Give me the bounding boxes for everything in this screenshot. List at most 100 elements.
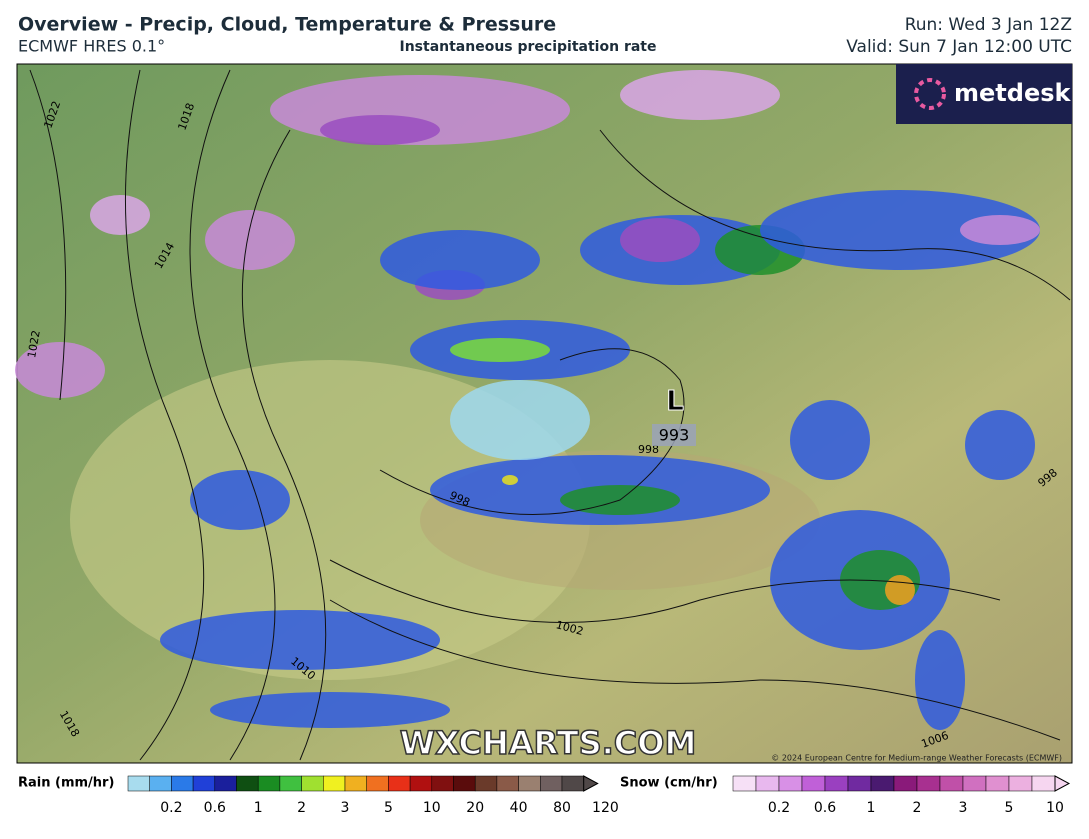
isobars — [29, 69, 1071, 761]
legend-swatch — [561, 775, 584, 792]
precip-area — [790, 400, 870, 480]
legend-label: 1 — [867, 800, 876, 816]
legend-swatch — [732, 775, 757, 792]
precip-area — [90, 195, 150, 235]
legend-swatch — [1008, 775, 1033, 792]
precip-area — [965, 410, 1035, 480]
precip-area — [885, 575, 915, 605]
legend-swatch — [474, 775, 498, 792]
legend-label: 5 — [384, 800, 393, 816]
precip-area — [620, 218, 700, 262]
precip-area — [915, 630, 965, 730]
model: ECMWF HRES 0.1° — [18, 37, 165, 56]
precip-area — [960, 215, 1040, 245]
legend-swatch — [778, 775, 803, 792]
precip-area — [160, 610, 440, 670]
precip-area — [620, 70, 780, 120]
legend-swatch — [870, 775, 895, 792]
legend-swatch — [962, 775, 987, 792]
precip-area — [450, 380, 590, 460]
legend-swatch — [1031, 775, 1056, 792]
precip-area — [450, 338, 550, 362]
legend-swatch — [171, 775, 194, 792]
valid-time: Valid: Sun 7 Jan 12:00 UTC — [846, 37, 1072, 57]
legend-arrow — [1054, 775, 1071, 792]
legend-label: 3 — [959, 800, 968, 816]
legend-swatch — [755, 775, 780, 792]
run-time: Run: Wed 3 Jan 12Z — [905, 15, 1072, 35]
isobar — [329, 559, 1001, 623]
legend-swatch — [279, 775, 302, 792]
legend-label: 10 — [1046, 800, 1064, 816]
isobar — [241, 129, 327, 761]
legend-label: 10 — [423, 800, 441, 816]
legend-swatch — [149, 775, 172, 792]
isobar — [189, 69, 276, 761]
precip-area — [210, 692, 450, 728]
isobar — [124, 69, 205, 761]
legend-swatch — [236, 775, 259, 792]
legend-label: 5 — [1005, 800, 1014, 816]
isobar-label: 998 — [638, 443, 659, 456]
legend-swatch — [985, 775, 1010, 792]
legend-swatch — [824, 775, 849, 792]
subtitle: Instantaneous precipitation rate — [400, 39, 657, 55]
copyright: © 2024 European Centre for Medium-range … — [771, 754, 1062, 763]
precip-area — [760, 190, 1040, 270]
legend-label: 0.6 — [204, 800, 226, 816]
legend-swatch — [893, 775, 918, 792]
map: 1022 1018 1014 1022 998 998 1002 1010 10… — [15, 63, 1073, 764]
legend-swatch — [847, 775, 872, 792]
isobar — [329, 599, 1061, 741]
legend-swatch — [366, 775, 389, 792]
legend-label: 1 — [254, 800, 263, 816]
low-symbol: L — [666, 384, 684, 417]
legend-label: 2 — [913, 800, 922, 816]
low-pressure: 993 — [659, 426, 690, 445]
watermark: WXCHARTS.COM — [400, 724, 697, 762]
logo-text: metdesk — [954, 79, 1072, 107]
legend-swatch — [540, 775, 563, 792]
legend-swatch — [496, 775, 519, 792]
isobar — [29, 69, 67, 401]
legend-label: 2 — [297, 800, 306, 816]
legend-swatch — [323, 775, 346, 792]
logo-box — [896, 64, 1072, 124]
legend-label: 0.2 — [768, 800, 790, 816]
legend-label: 3 — [341, 800, 350, 816]
precip-area — [320, 115, 440, 145]
legend-swatch — [214, 775, 237, 792]
legend-swatch — [453, 775, 476, 792]
legend-label: 80 — [553, 800, 571, 816]
legend-swatch — [801, 775, 826, 792]
precip-area — [190, 470, 290, 530]
legend-label: 40 — [510, 800, 528, 816]
snow-legend-title: Snow (cm/hr) — [620, 776, 718, 791]
isobar-label: 1022 — [25, 329, 43, 359]
precip-area — [502, 475, 518, 485]
legend-label: 20 — [466, 800, 484, 816]
legend-swatch — [388, 775, 411, 792]
legend-swatch — [257, 775, 281, 792]
legends: 0.2 0.6 1 2 3 5 10 20 40 80 120 0.2 0.6 1 2 3 5 10 — [127, 775, 1071, 816]
legend-swatch — [409, 775, 433, 792]
legend-swatch — [127, 775, 150, 792]
legend-label: 0.6 — [814, 800, 836, 816]
legend-swatch — [518, 775, 541, 792]
legend-swatch — [192, 775, 216, 792]
precip-area — [380, 230, 540, 290]
isobar — [599, 129, 1071, 301]
precip-area — [205, 210, 295, 270]
title: Overview - Precip, Cloud, Temperature & … — [18, 14, 556, 36]
rain-legend-title: Rain (mm/hr) — [18, 776, 114, 791]
legend-swatch — [301, 775, 324, 792]
legend-label: 120 — [592, 800, 619, 816]
legend-arrow — [583, 775, 599, 792]
isobar — [379, 348, 685, 516]
legend-swatch — [939, 775, 964, 792]
precip-area — [15, 342, 105, 398]
legend-swatch — [916, 775, 941, 792]
legend-swatch — [344, 775, 367, 792]
logo-icon — [914, 78, 946, 110]
